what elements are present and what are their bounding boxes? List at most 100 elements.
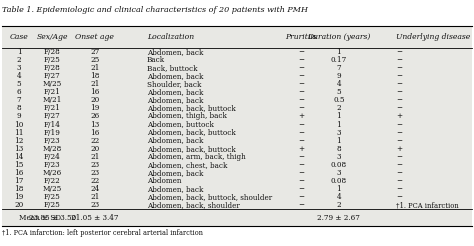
Text: F/28: F/28 [44,64,61,72]
Text: 22: 22 [90,177,100,185]
Text: F/27: F/27 [44,112,61,121]
Text: 18: 18 [90,72,100,80]
Text: +: + [298,145,304,153]
Text: 5: 5 [337,88,341,96]
Text: 18: 18 [14,185,24,193]
Text: F/27: F/27 [44,72,61,80]
Text: Duration (years): Duration (years) [307,33,371,41]
Text: 16: 16 [90,88,100,96]
Text: 9: 9 [17,112,21,121]
Text: 13: 13 [90,121,100,128]
Text: 1: 1 [17,48,21,56]
Text: 3: 3 [337,129,341,137]
Text: Abdomen, back: Abdomen, back [147,96,203,104]
Text: 8: 8 [337,145,341,153]
Text: Underlying disease: Underlying disease [396,33,470,41]
Text: 22: 22 [90,137,100,145]
Text: −: − [298,121,304,128]
Text: 1: 1 [337,48,341,56]
Text: 1: 1 [337,121,341,128]
Text: F/19: F/19 [44,129,61,137]
Text: −: − [298,48,304,56]
Text: +: + [298,112,304,121]
Text: M/28: M/28 [43,145,62,153]
Text: −: − [298,96,304,104]
Text: 21: 21 [90,153,100,161]
Text: Abdomen, back, buttock: Abdomen, back, buttock [147,129,236,137]
Text: 0.08: 0.08 [331,161,347,169]
Text: 19: 19 [90,104,100,112]
Text: Abdomen, chest, back: Abdomen, chest, back [147,161,228,169]
Text: Abdomen, back, shoulder: Abdomen, back, shoulder [147,201,240,209]
Text: M/25: M/25 [43,185,62,193]
Text: −: − [396,80,402,88]
Text: 16: 16 [14,169,24,177]
Text: Abdomen, back, buttock: Abdomen, back, buttock [147,145,236,153]
Text: 2: 2 [337,201,341,209]
Text: −: − [298,56,304,64]
Text: 6: 6 [17,88,21,96]
Text: Sex/Age: Sex/Age [36,33,68,41]
Text: 3: 3 [17,64,21,72]
Text: −: − [298,193,304,201]
Text: 20: 20 [90,145,100,153]
Text: 21: 21 [90,80,100,88]
Text: 19: 19 [14,193,24,201]
Text: Shoulder, back: Shoulder, back [147,80,201,88]
Text: F/25: F/25 [44,201,61,209]
Text: Abdomen, back: Abdomen, back [147,88,203,96]
Text: 0.08: 0.08 [331,177,347,185]
Text: −: − [298,137,304,145]
Text: 3: 3 [337,153,341,161]
Text: 26: 26 [90,112,100,121]
Text: M/26: M/26 [43,169,62,177]
Text: 20: 20 [90,96,100,104]
Text: M/21: M/21 [43,96,62,104]
Text: 1: 1 [337,185,341,193]
Text: Abdomen, thigh, back: Abdomen, thigh, back [147,112,227,121]
Text: 14: 14 [14,153,24,161]
Text: F/28: F/28 [44,48,61,56]
Text: †1. PCA infarction: left posterior cerebral arterial infarction: †1. PCA infarction: left posterior cereb… [2,229,203,237]
Text: Pruritus: Pruritus [285,33,317,41]
Text: −: − [396,72,402,80]
Text: Abdomen, arm, back, thigh: Abdomen, arm, back, thigh [147,153,246,161]
Text: F/23: F/23 [44,137,61,145]
Text: Table 1. Epidemiologic and clinical characteristics of 20 patients with PMH: Table 1. Epidemiologic and clinical char… [2,6,309,14]
Text: Mean ± SD: Mean ± SD [19,214,61,222]
Text: −: − [298,169,304,177]
Text: F/25: F/25 [44,56,61,64]
Text: −: − [396,193,402,201]
Text: F/22: F/22 [44,177,61,185]
Text: 24: 24 [90,185,100,193]
Text: −: − [298,104,304,112]
Text: 0.5: 0.5 [333,96,345,104]
Text: 17: 17 [14,177,24,185]
Text: 11: 11 [14,129,24,137]
Text: F/14: F/14 [44,121,61,128]
Text: 23: 23 [90,169,100,177]
Text: Localization: Localization [147,33,194,41]
Text: 5: 5 [17,80,21,88]
Text: 4: 4 [337,80,341,88]
Text: −: − [298,153,304,161]
Text: 27: 27 [90,48,100,56]
Text: −: − [298,129,304,137]
Text: −: − [396,121,402,128]
Text: 21: 21 [90,64,100,72]
Text: −: − [396,177,402,185]
Text: −: − [298,72,304,80]
Text: 9: 9 [337,72,341,80]
Text: 23: 23 [90,201,100,209]
Text: −: − [396,153,402,161]
Text: F/21: F/21 [44,104,61,112]
Text: −: − [298,80,304,88]
Text: Abdomen: Abdomen [147,177,182,185]
Text: 4: 4 [337,193,341,201]
Bar [2,26,472,226]
Text: −: − [396,129,402,137]
Text: −: − [298,201,304,209]
Text: 7: 7 [337,64,341,72]
Text: −: − [396,48,402,56]
Text: Abdomen, back: Abdomen, back [147,72,203,80]
